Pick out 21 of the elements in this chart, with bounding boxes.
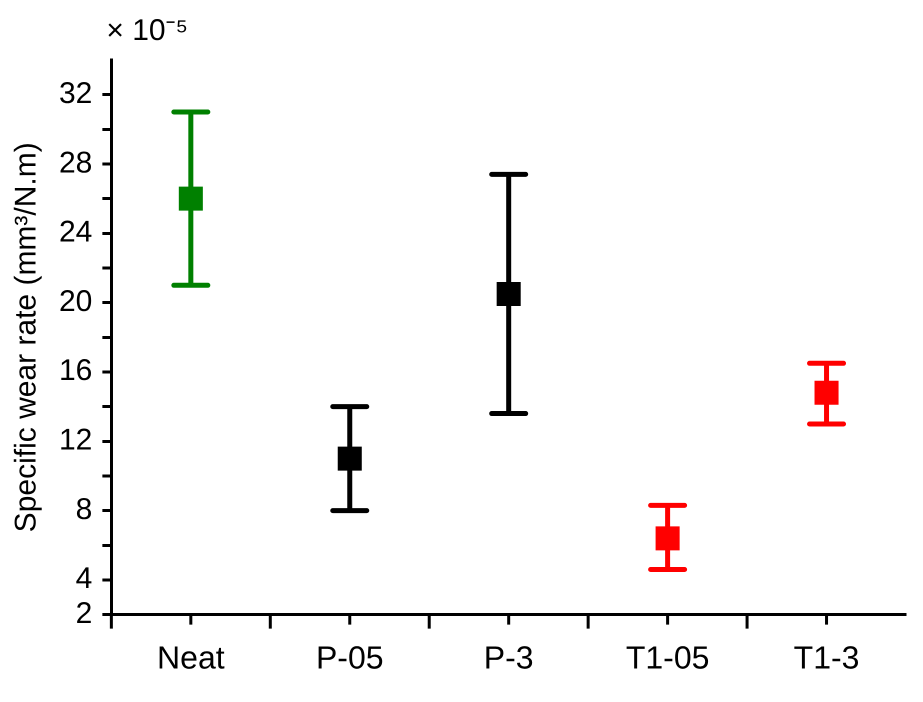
point <box>496 282 521 306</box>
y-tick-label: 4 <box>76 562 92 596</box>
y-tick-label: 8 <box>76 492 92 526</box>
y-tick-label: 32 <box>58 76 92 110</box>
x-tick-label: P-05 <box>316 640 384 676</box>
y-tick-label: 24 <box>58 216 92 249</box>
point <box>656 526 680 550</box>
x-tick-label: T1-05 <box>626 640 710 676</box>
y-tick-label: 20 <box>58 284 92 318</box>
y-tick-label: 16 <box>58 354 92 388</box>
text: × 10⁻⁵ <box>106 14 188 47</box>
point <box>338 446 362 471</box>
point <box>178 186 203 211</box>
y-tick-label: 28 <box>58 146 92 180</box>
y-tick-label: 2 <box>76 596 92 630</box>
y-axis-title: Specific wear rate (mm³/N.m) <box>9 142 42 532</box>
x-tick-label: P-3 <box>484 640 534 676</box>
x-tick-label: Neat <box>157 640 225 676</box>
point <box>814 380 839 405</box>
x-tick-label: T1-3 <box>794 640 860 676</box>
y-tick-label: 12 <box>58 424 92 457</box>
